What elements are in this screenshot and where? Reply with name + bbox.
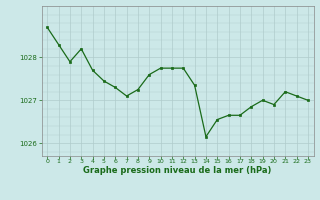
X-axis label: Graphe pression niveau de la mer (hPa): Graphe pression niveau de la mer (hPa): [84, 166, 272, 175]
